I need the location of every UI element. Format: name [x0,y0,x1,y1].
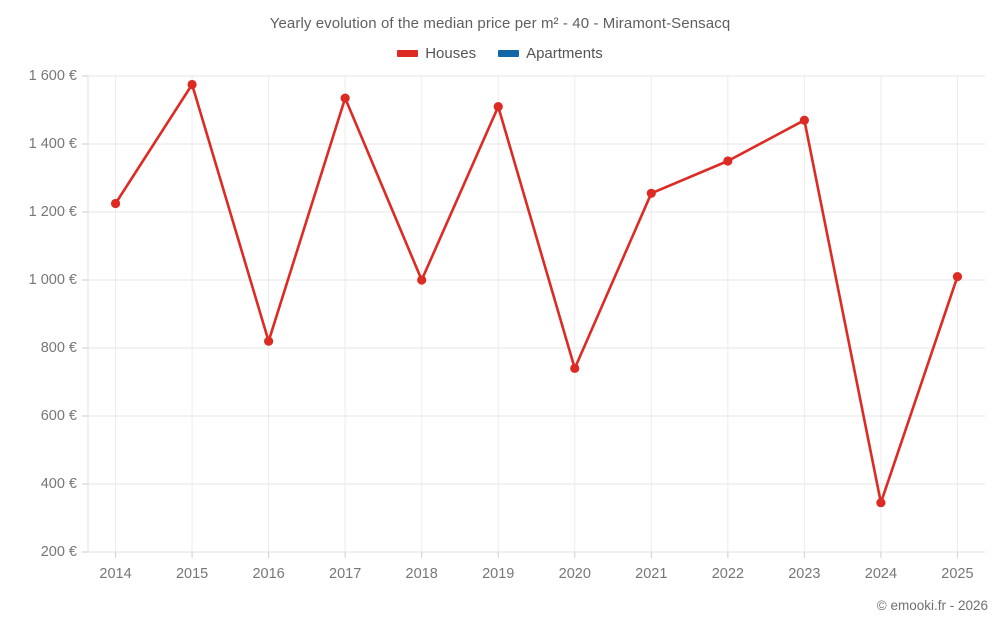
legend-item-houses[interactable]: Houses [397,45,476,62]
legend-label-houses: Houses [425,45,477,62]
x-axis-tick-label: 2024 [864,566,898,582]
data-point[interactable] [570,363,580,373]
x-axis-tick-label: 2015 [175,566,209,582]
data-point[interactable] [187,79,197,90]
gridlines-vertical [115,76,958,552]
x-axis-tick-label: 2025 [941,566,974,582]
legend-swatch-apartments [498,50,520,57]
data-point[interactable] [952,272,963,282]
data-point[interactable] [646,188,656,198]
y-axis-tick-label: 1 000 € [28,272,77,288]
y-axis-tick-label: 1 600 € [28,68,77,84]
legend-label-apartments: Apartments [526,45,603,62]
y-axis-tick-label: 1 200 € [28,204,77,220]
legend-swatch-houses [397,50,419,57]
y-axis-tick-label: 200 € [40,544,77,560]
x-axis-tick-label: 2017 [329,566,362,582]
data-point[interactable] [110,198,121,209]
x-axis-tick-label: 2019 [482,566,515,582]
data-point[interactable] [723,156,733,166]
data-point[interactable] [264,336,274,346]
data-point[interactable] [340,93,350,103]
x-axis-tick-label: 2022 [711,566,744,582]
y-axis-tick-label: 600 € [40,408,77,424]
data-point[interactable] [876,498,886,508]
data-point[interactable] [799,115,809,125]
data-point[interactable] [417,275,427,285]
chart-legend: Houses Apartments [0,45,1000,62]
series-houses [110,79,963,508]
x-axis-tick-label: 2016 [252,566,285,582]
data-point[interactable] [493,102,503,112]
y-axis-tick-label: 1 400 € [28,136,77,152]
x-axis-tick-label: 2018 [405,566,438,582]
gridlines [88,75,985,553]
footer-credit: © emooki.fr - 2026 [876,598,988,613]
legend-item-apartments[interactable]: Apartments [498,45,603,62]
y-axis-tick-label: 400 € [40,476,77,492]
chart-title: Yearly evolution of the median price per… [269,15,731,32]
x-axis-tick-label: 2014 [99,566,132,582]
x-axis-tick-label: 2021 [635,566,668,582]
y-axis-tick-label: 800 € [40,340,77,356]
series-line-houses [114,83,959,504]
x-axis-tick-label: 2023 [788,566,821,582]
x-axis-tick-label: 2020 [558,566,591,582]
